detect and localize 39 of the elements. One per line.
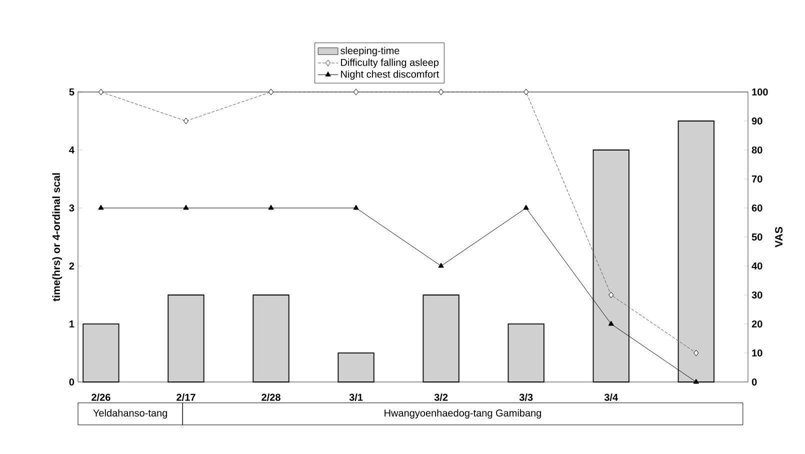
point bbox=[98, 204, 104, 210]
y2-tick-label: 20 bbox=[752, 320, 762, 328]
y2-tick-label: 10 bbox=[752, 349, 762, 357]
x-tick-label: 3/1 bbox=[349, 394, 363, 401]
y2-tick-label: 30 bbox=[752, 291, 762, 299]
x-tick-label: 2/26 bbox=[92, 394, 110, 401]
y2-tick-label: 70 bbox=[752, 175, 762, 183]
text: Hwangyoenhaedog-tang Gamibang bbox=[384, 409, 542, 419]
legend-label: Difficulty falling asleep bbox=[341, 58, 439, 68]
point bbox=[438, 262, 444, 268]
x-tick-label: 3/2 bbox=[434, 394, 448, 401]
legend-label: sleeping-time bbox=[340, 46, 400, 56]
y-tick-label: 4 bbox=[69, 146, 74, 154]
x-tick-label: 2/17 bbox=[176, 394, 196, 401]
y-tick-label: 1 bbox=[70, 320, 74, 328]
legend-label: Night chest discomfort bbox=[341, 70, 440, 80]
point bbox=[523, 204, 529, 210]
y2-tick-label: 90 bbox=[752, 117, 762, 125]
x-tick-label: 2/28 bbox=[262, 394, 280, 401]
y2-tick-label: 100 bbox=[752, 88, 768, 96]
y2-tick-label: 60 bbox=[752, 204, 762, 212]
y-tick-label: 2 bbox=[69, 262, 74, 270]
point bbox=[183, 204, 189, 210]
y2-tick-label: 40 bbox=[752, 262, 762, 270]
text: Yeldahanso-tang bbox=[93, 409, 168, 419]
point bbox=[608, 320, 614, 326]
point bbox=[693, 378, 699, 384]
x-tick-label: 3/4 bbox=[604, 394, 618, 401]
y2-tick-label: 80 bbox=[752, 146, 762, 154]
x-tick-label: 3/3 bbox=[519, 394, 533, 401]
y2-tick-label: 0 bbox=[752, 378, 757, 386]
y-axis-title: time(hrs) or 4-ordinal scal bbox=[52, 173, 62, 302]
y-tick-label: 0 bbox=[69, 378, 74, 386]
point bbox=[353, 204, 359, 210]
point bbox=[268, 204, 274, 210]
y2-tick-label: 50 bbox=[752, 233, 762, 241]
y2-axis-title: VAS bbox=[775, 227, 783, 248]
y-tick-label: 5 bbox=[69, 88, 74, 96]
y-tick-label: 3 bbox=[69, 204, 74, 212]
